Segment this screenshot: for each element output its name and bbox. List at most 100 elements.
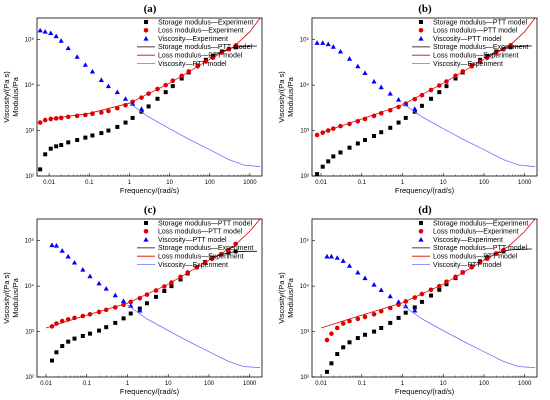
- y-tick-label: 10³: [300, 330, 309, 336]
- data-point-triangle: [82, 62, 88, 67]
- y-tick-label: 10²: [300, 174, 309, 180]
- x-tick-label: 10: [440, 381, 447, 387]
- legend-entry: Loss modulus—Experiment: [137, 254, 244, 261]
- y-tick-label: 10⁴: [300, 82, 310, 89]
- data-point-triangle: [325, 41, 331, 47]
- data-point-square: [90, 133, 95, 138]
- legend-label: Loss modulus—Experiment: [158, 28, 244, 35]
- y-axis-title-modulus: Modulus/Pa: [286, 277, 295, 317]
- panel-label: (c): [144, 204, 157, 216]
- legend-label: Viscosity—Experiment: [158, 262, 228, 269]
- data-point-square: [320, 164, 325, 169]
- data-point-square: [355, 336, 360, 341]
- y-tick-label: 10³: [25, 129, 34, 135]
- data-point-triangle: [105, 83, 112, 89]
- data-point-square: [144, 301, 149, 306]
- x-tick-label: 1: [401, 180, 405, 186]
- data-point-square: [128, 311, 133, 316]
- legend-marker-square: [144, 20, 148, 24]
- plot-frame: [311, 17, 538, 177]
- x-tick-label: 1000: [243, 381, 257, 387]
- x-axis-title: Frequency/(rad/s): [120, 186, 180, 195]
- data-point-square: [59, 143, 64, 148]
- legend-label: Loss modulus—PTT model: [433, 254, 518, 261]
- y-axis-title-modulus: Modulus/Pa: [286, 76, 295, 116]
- data-point-triangle: [103, 286, 109, 291]
- data-point-square: [331, 154, 336, 159]
- data-point-triangle: [80, 267, 86, 272]
- data-point-square: [54, 144, 59, 149]
- legend-label: Viscosity—Experiment: [158, 36, 228, 43]
- x-tick-label: 0.01: [43, 180, 55, 186]
- series-line: [129, 102, 261, 168]
- legend-entry: Loss modulus—PTT model: [143, 229, 243, 236]
- data-point-square: [106, 128, 111, 133]
- data-point-triangle: [340, 258, 346, 263]
- legend-label: Viscosity—Experiment: [433, 61, 503, 68]
- data-point-triangle: [330, 44, 336, 49]
- data-point-circle: [115, 105, 120, 111]
- data-point-triangle: [362, 275, 368, 281]
- data-point-triangle: [346, 56, 353, 61]
- legend-entry: Viscosity—Experiment: [412, 61, 503, 68]
- data-point-square: [38, 167, 43, 172]
- series-line: [402, 304, 536, 369]
- legend-entry: Storage modulus—PTT model: [419, 19, 527, 26]
- data-point-square: [130, 115, 135, 120]
- data-point-triangle: [65, 45, 71, 51]
- y-tick-label: 10⁵: [300, 37, 310, 44]
- data-point-triangle: [74, 54, 80, 59]
- x-tick-label: 0.1: [83, 381, 92, 387]
- legend-marker-circle: [418, 229, 424, 234]
- legend-entry: Storage modulus—PTT model: [144, 220, 252, 227]
- x-tick-label: 1000: [518, 180, 532, 186]
- chart-panel: (a) 0.01 0.1 1 10 100 1000 10² 10³ 10⁴ 10⁵ Frequenc…: [2, 3, 263, 195]
- data-point-square: [444, 282, 449, 287]
- data-point-square: [153, 294, 158, 299]
- legend-label: Storage modulus—Experiment: [433, 44, 528, 51]
- data-point-triangle: [49, 242, 55, 248]
- y-axis-title-modulus: Modulus/Pa: [11, 277, 20, 317]
- data-point-square: [88, 331, 93, 336]
- x-tick-label: 10: [166, 180, 173, 186]
- panel-label: (a): [144, 3, 157, 15]
- data-point-circle: [329, 331, 334, 336]
- y-tick-label: 10⁵: [25, 238, 35, 245]
- data-point-square: [170, 84, 175, 89]
- plot-area: [45, 219, 261, 369]
- data-point-circle: [37, 120, 43, 125]
- legend-entry: Viscosity—PTT model: [137, 61, 227, 68]
- data-point-triangle: [362, 70, 368, 75]
- chart-panel: (c) 0.01 0.1 1 10 100 1000 10² 10³ 10⁴ 10⁵ Frequenc…: [2, 204, 263, 396]
- y-tick-label: 10³: [25, 330, 34, 336]
- data-point-triangle: [378, 84, 384, 90]
- legend-marker-square: [419, 221, 423, 225]
- data-point-square: [453, 76, 458, 81]
- data-point-triangle: [137, 307, 143, 313]
- x-tick-label: 1000: [518, 381, 532, 387]
- data-point-triangle: [371, 282, 377, 287]
- data-point-triangle: [355, 63, 361, 69]
- data-point-square: [355, 141, 360, 146]
- plot-area: [320, 219, 536, 374]
- data-point-triangle: [387, 293, 393, 299]
- data-point-square: [66, 140, 71, 145]
- data-point-triangle: [114, 89, 120, 95]
- data-point-square: [335, 352, 340, 357]
- data-point-square: [104, 325, 109, 330]
- data-point-triangle: [65, 253, 71, 259]
- data-point-square: [326, 159, 331, 164]
- legend-label: Loss modulus—PTT model: [433, 28, 518, 35]
- x-tick-label: 0.01: [315, 381, 327, 387]
- series-line: [320, 18, 536, 133]
- data-point-square: [97, 328, 102, 333]
- data-point-triangle: [371, 78, 377, 84]
- data-point-square: [379, 130, 384, 135]
- plot-frame: [36, 17, 263, 177]
- legend-label: Loss modulus—PTT model: [158, 53, 243, 60]
- data-point-square: [72, 336, 77, 341]
- data-point-square: [437, 90, 442, 95]
- data-point-square: [437, 287, 442, 292]
- data-point-triangle: [346, 263, 353, 268]
- data-point-circle: [324, 337, 330, 343]
